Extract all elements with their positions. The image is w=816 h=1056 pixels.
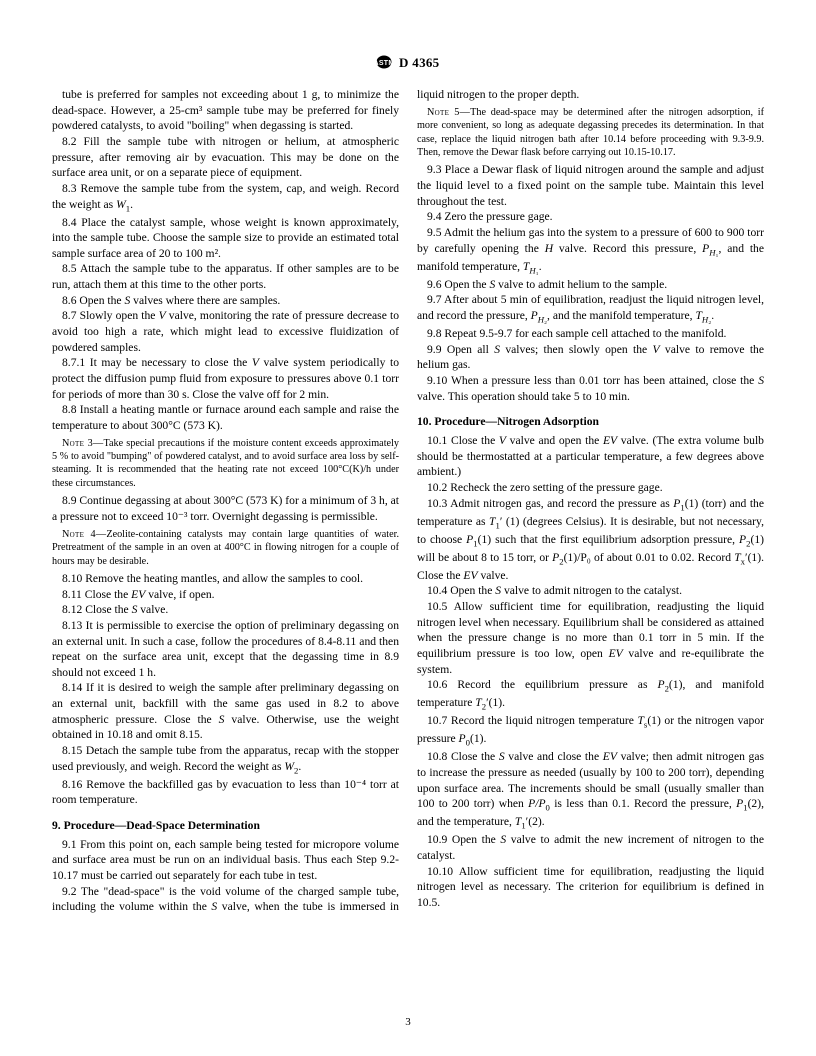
para-10-5: 10.5 Allow sufficient time for equilibra… — [417, 599, 764, 677]
designation-number: D 4365 — [399, 55, 439, 70]
para-8-6: 8.6 Open the S valves where there are sa… — [52, 293, 399, 309]
para-8-2: 8.2 Fill the sample tube with nitrogen o… — [52, 134, 399, 181]
para-8-11: 8.11 Close the EV valve, if open. — [52, 587, 399, 603]
note-5: Note 5—The dead-space may be determined … — [417, 106, 764, 160]
section-10-title: 10. Procedure—Nitrogen Adsorption — [417, 414, 764, 430]
para-10-6: 10.6 Record the equilibrium pressure as … — [417, 677, 764, 713]
astm-logo: ASTM — [376, 55, 392, 73]
para-9-10: 9.10 When a pressure less than 0.01 torr… — [417, 373, 764, 404]
para-9-5: 9.5 Admit the helium gas into the system… — [417, 225, 764, 277]
para-8-14: 8.14 If it is desired to weigh the sampl… — [52, 680, 399, 743]
para-8-12: 8.12 Close the S valve. — [52, 602, 399, 618]
para-9-6: 9.6 Open the S valve to admit helium to … — [417, 277, 764, 293]
svg-text:ASTM: ASTM — [376, 60, 392, 67]
para-8-4: 8.4 Place the catalyst sample, whose wei… — [52, 215, 399, 262]
para-tube: tube is preferred for samples not exceed… — [52, 87, 399, 134]
para-9-1: 9.1 From this point on, each sample bein… — [52, 837, 399, 884]
para-10-3: 10.3 Admit nitrogen gas, and record the … — [417, 496, 764, 584]
page-number: 3 — [0, 1016, 816, 1028]
body-text: tube is preferred for samples not exceed… — [52, 87, 764, 915]
para-10-2: 10.2 Recheck the zero setting of the pre… — [417, 480, 764, 496]
para-9-4: 9.4 Zero the pressure gage. — [417, 209, 764, 225]
note-3: Note 3—Take special precautions if the m… — [52, 437, 399, 491]
para-10-8: 10.8 Close the S valve and close the EV … — [417, 749, 764, 832]
para-10-10: 10.10 Allow sufficient time for equilibr… — [417, 864, 764, 911]
para-8-10: 8.10 Remove the heating mantles, and all… — [52, 571, 399, 587]
document-header: ASTM D 4365 — [52, 55, 764, 73]
para-8-7: 8.7 Slowly open the V valve, monitoring … — [52, 308, 399, 355]
para-10-7: 10.7 Record the liquid nitrogen temperat… — [417, 713, 764, 749]
para-10-4: 10.4 Open the S valve to admit nitrogen … — [417, 583, 764, 599]
para-10-1: 10.1 Close the V valve and open the EV v… — [417, 433, 764, 480]
para-8-9: 8.9 Continue degassing at about 300°C (5… — [52, 493, 399, 524]
para-8-7-1: 8.7.1 It may be necessary to close the V… — [52, 355, 399, 402]
para-8-16: 8.16 Remove the backfilled gas by evacua… — [52, 777, 399, 808]
para-9-8: 9.8 Repeat 9.5-9.7 for each sample cell … — [417, 326, 764, 342]
para-8-3: 8.3 Remove the sample tube from the syst… — [52, 181, 399, 215]
note-4: Note 4—Zeolite-containing catalysts may … — [52, 528, 399, 568]
para-8-8: 8.8 Install a heating mantle or furnace … — [52, 402, 399, 433]
para-9-7: 9.7 After about 5 min of equilibration, … — [417, 292, 764, 326]
para-9-9: 9.9 Open all S valves; then slowly open … — [417, 342, 764, 373]
para-9-3: 9.3 Place a Dewar flask of liquid nitrog… — [417, 162, 764, 209]
para-8-13: 8.13 It is permissible to exercise the o… — [52, 618, 399, 681]
para-8-5: 8.5 Attach the sample tube to the appara… — [52, 261, 399, 292]
section-9-title: 9. Procedure—Dead-Space Determination — [52, 818, 399, 834]
para-8-15: 8.15 Detach the sample tube from the app… — [52, 743, 399, 777]
para-10-9: 10.9 Open the S valve to admit the new i… — [417, 832, 764, 863]
